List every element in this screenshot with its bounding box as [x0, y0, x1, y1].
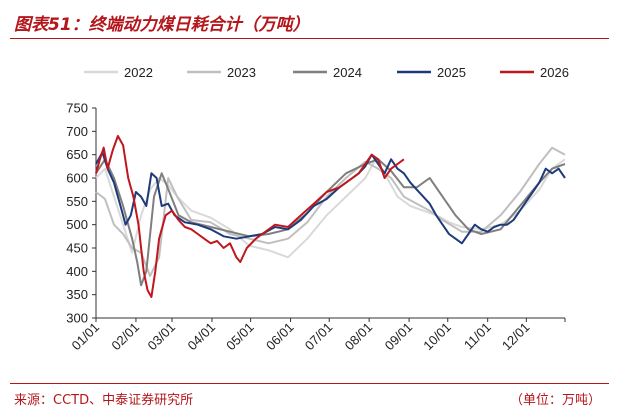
x-tick-label: 09/01: [382, 320, 416, 354]
y-tick-label: 300: [66, 311, 88, 326]
series-group: [95, 135, 566, 298]
y-tick-label: 600: [66, 171, 88, 186]
y-tick-label: 350: [66, 287, 88, 302]
y-tick-label: 650: [66, 147, 88, 162]
x-tick-label: 10/01: [420, 320, 454, 354]
y-tick-label: 400: [66, 264, 88, 279]
legend: 2022 2023 2024 2025 2026: [84, 65, 569, 80]
x-tick-label: 03/01: [145, 320, 179, 354]
series-line-2024: [95, 158, 566, 287]
y-tick-label: 700: [66, 124, 88, 139]
legend-label-2025: 2025: [437, 65, 466, 80]
series-line-2022: [95, 158, 566, 259]
legend-label-2024: 2024: [333, 65, 362, 80]
legend-label-2023: 2023: [227, 65, 256, 80]
y-tick-label: 450: [66, 241, 88, 256]
x-tick-label: 08/01: [342, 320, 376, 354]
x-tick-label: 05/01: [223, 320, 257, 354]
legend-label-2026: 2026: [540, 65, 569, 80]
source-note: 来源：CCTD、中泰证券研究所: [14, 393, 194, 408]
x-tick-label: 06/01: [263, 320, 297, 354]
series-line-2026: [95, 135, 405, 298]
x-tick-label: 02/01: [108, 320, 142, 354]
y-tick-label: 550: [66, 194, 88, 209]
x-tick-label: 12/01: [499, 320, 533, 354]
x-tick-label: 04/01: [184, 320, 218, 354]
x-tick-label: 11/01: [461, 320, 494, 353]
y-tick-label: 500: [66, 217, 88, 232]
title-rule: [10, 38, 609, 39]
unit-note: （单位：万吨）: [509, 393, 601, 408]
chart-title: 图表51：终端动力煤日耗合计（万吨）: [14, 15, 310, 35]
y-tick-label: 750: [66, 101, 88, 116]
footer-rule: [10, 383, 609, 384]
x-tick-label: 07/01: [302, 320, 336, 354]
legend-label-2022: 2022: [124, 65, 153, 80]
